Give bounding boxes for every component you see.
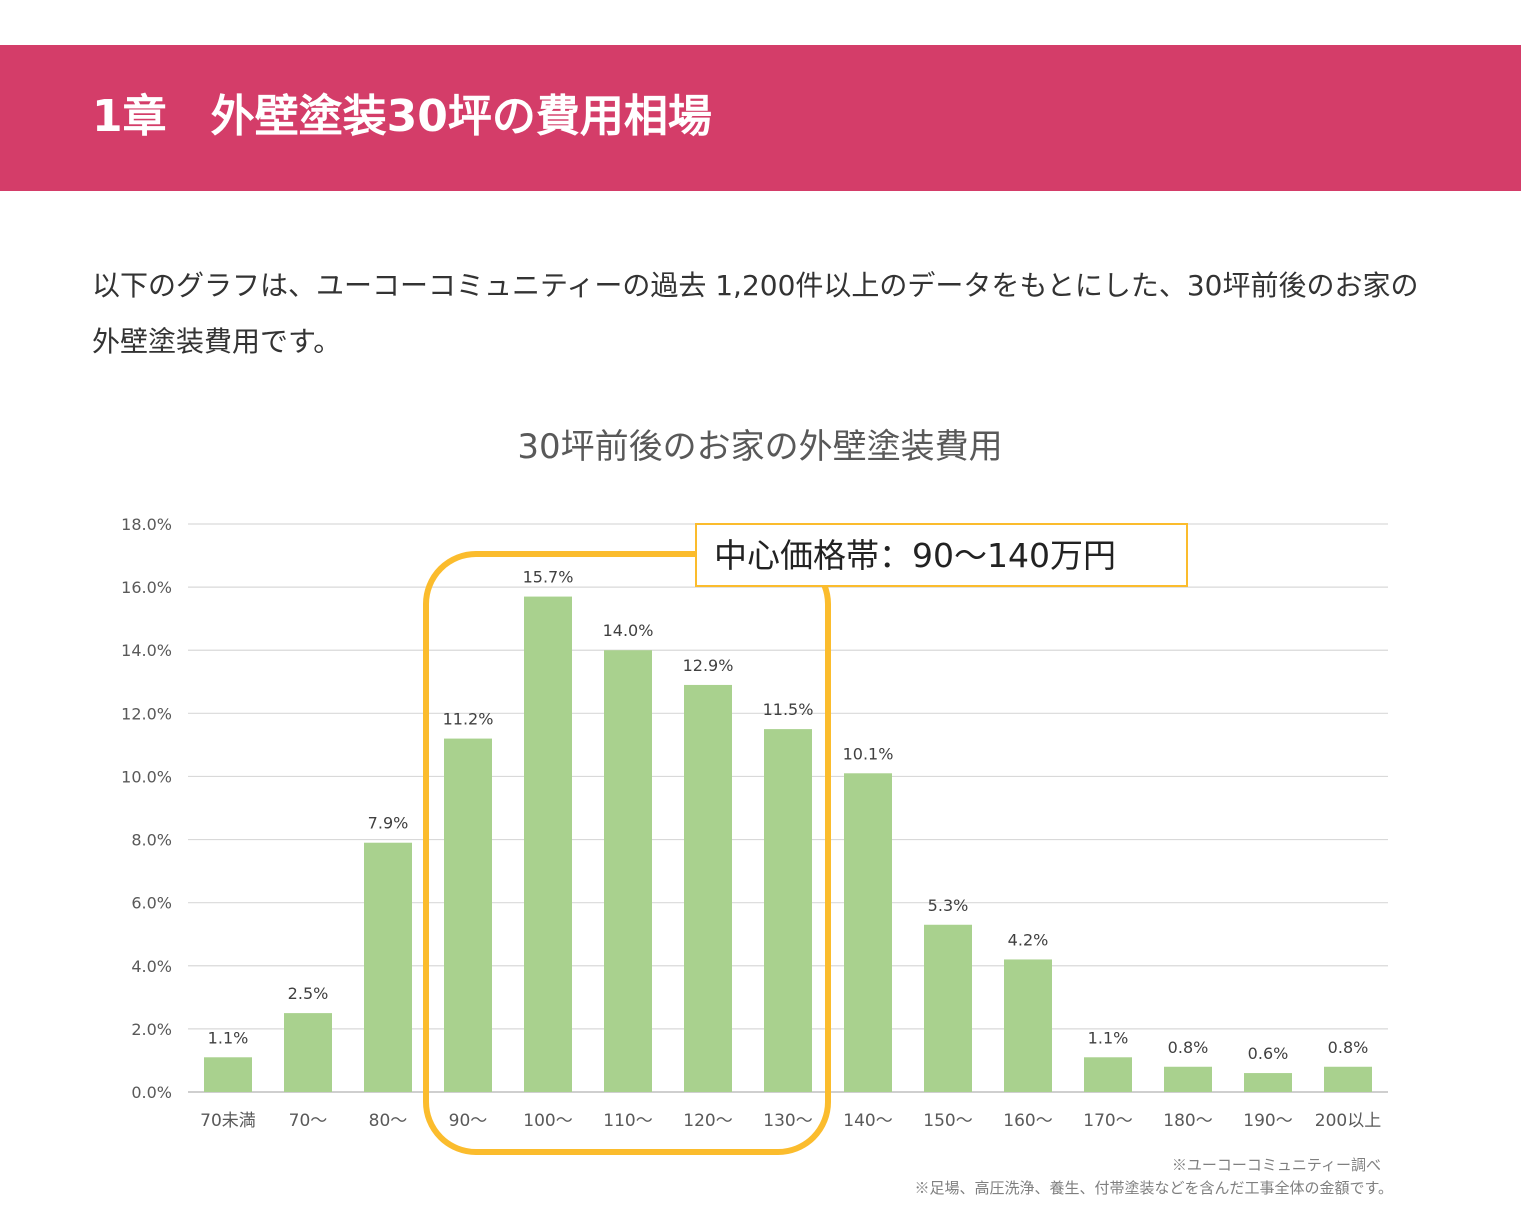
x-tick-label: 160～: [1003, 1111, 1052, 1131]
bar: [524, 596, 572, 1092]
bar: [844, 773, 892, 1092]
data-label: 1.1%: [208, 1028, 249, 1047]
data-label: 4.2%: [1008, 930, 1049, 949]
data-label: 10.1%: [843, 744, 894, 763]
data-label: 5.3%: [928, 896, 969, 915]
data-label: 0.8%: [1168, 1038, 1209, 1057]
bar: [684, 684, 732, 1092]
x-tick-label: 90～: [449, 1111, 488, 1131]
data-label: 11.5%: [763, 700, 814, 719]
bar: [1244, 1073, 1292, 1092]
highlight-frame: [423, 551, 831, 1155]
y-tick-label: 4.0%: [131, 957, 172, 976]
data-label: 1.1%: [1088, 1028, 1129, 1047]
x-tick-label: 120～: [683, 1111, 732, 1131]
y-tick-label: 10.0%: [121, 767, 172, 786]
data-label: 12.9%: [683, 656, 734, 675]
highlight-label-box: [695, 523, 1188, 587]
y-tick-label: 12.0%: [121, 704, 172, 723]
bar: [284, 1013, 332, 1092]
data-label: 2.5%: [288, 984, 329, 1003]
bar: [444, 738, 492, 1092]
x-tick-label: 190～: [1243, 1111, 1292, 1131]
x-tick-label: 80～: [369, 1111, 408, 1131]
x-tick-label: 200以上: [1315, 1111, 1381, 1131]
y-axis-ticks: 0.0% 2.0% 4.0% 6.0% 8.0% 10.0% 12.0% 14.0% 16.0%…: [121, 515, 172, 1102]
bar: [1324, 1066, 1372, 1092]
bar: [204, 1057, 252, 1092]
y-tick-label: 2.0%: [131, 1020, 172, 1039]
highlight-group: 中心価格帯：90～140万円: [423, 523, 1188, 1155]
x-tick-label: 70未満: [200, 1111, 256, 1131]
bar: [1084, 1057, 1132, 1092]
data-label: 0.6%: [1248, 1044, 1289, 1063]
x-tick-label: 70～: [289, 1111, 328, 1131]
data-label: 7.9%: [368, 814, 409, 833]
y-tick-label: 0.0%: [131, 1083, 172, 1102]
bars: [204, 596, 1372, 1092]
x-tick-label: 130～: [763, 1111, 812, 1131]
highlight-label: 中心価格帯：90～140万円: [714, 536, 1116, 575]
x-axis-ticks: 70未満 70～ 80～ 90～ 100～ 110～ 120～ 130～ 140～ 150～ 160…: [200, 1111, 1381, 1131]
chapter-title: 1章 外壁塗装30坪の費用相場: [92, 91, 712, 142]
data-label: 11.2%: [443, 710, 494, 729]
data-label: 0.8%: [1328, 1038, 1369, 1057]
bar: [924, 924, 972, 1092]
x-tick-label: 110～: [603, 1111, 652, 1131]
chart-notes: ※ユーコーコミュニティー調べ ※足場、高圧洗浄、養生、付帯塗装などを含んだ工事全体…: [914, 1156, 1393, 1197]
y-tick-label: 14.0%: [121, 641, 172, 660]
chart-title: 30坪前後のお家の外壁塗装費用: [517, 427, 1002, 467]
x-tick-label: 180～: [1163, 1111, 1212, 1131]
y-tick-label: 8.0%: [131, 831, 172, 850]
bar: [1004, 959, 1052, 1092]
y-tick-label: 6.0%: [131, 894, 172, 913]
chapter-banner: [0, 45, 1521, 191]
bar: [364, 842, 412, 1092]
x-tick-label: 100～: [523, 1111, 572, 1131]
x-tick-label: 140～: [843, 1111, 892, 1131]
y-tick-label: 16.0%: [121, 578, 172, 597]
chart-note: ※ユーコーコミュニティー調べ: [1172, 1156, 1381, 1174]
data-label: 14.0%: [603, 621, 654, 640]
intro-paragraph: 以下のグラフは、ユーコーコミュニティーの過去 1,200件以上のデータをもとにし…: [92, 269, 1419, 358]
chart-note: ※足場、高圧洗浄、養生、付帯塗装などを含んだ工事全体の金額です。: [914, 1179, 1393, 1197]
bar: [1164, 1066, 1212, 1092]
bar: [764, 729, 812, 1092]
data-label: 15.7%: [523, 568, 574, 587]
x-tick-label: 170～: [1083, 1111, 1132, 1131]
y-tick-label: 18.0%: [121, 515, 172, 534]
data-labels: 1.1% 2.5% 7.9% 11.2% 15.7% 14.0% 12.9% 11.5% 10.…: [208, 568, 1369, 1063]
x-tick-label: 150～: [923, 1111, 972, 1131]
bar: [604, 650, 652, 1092]
